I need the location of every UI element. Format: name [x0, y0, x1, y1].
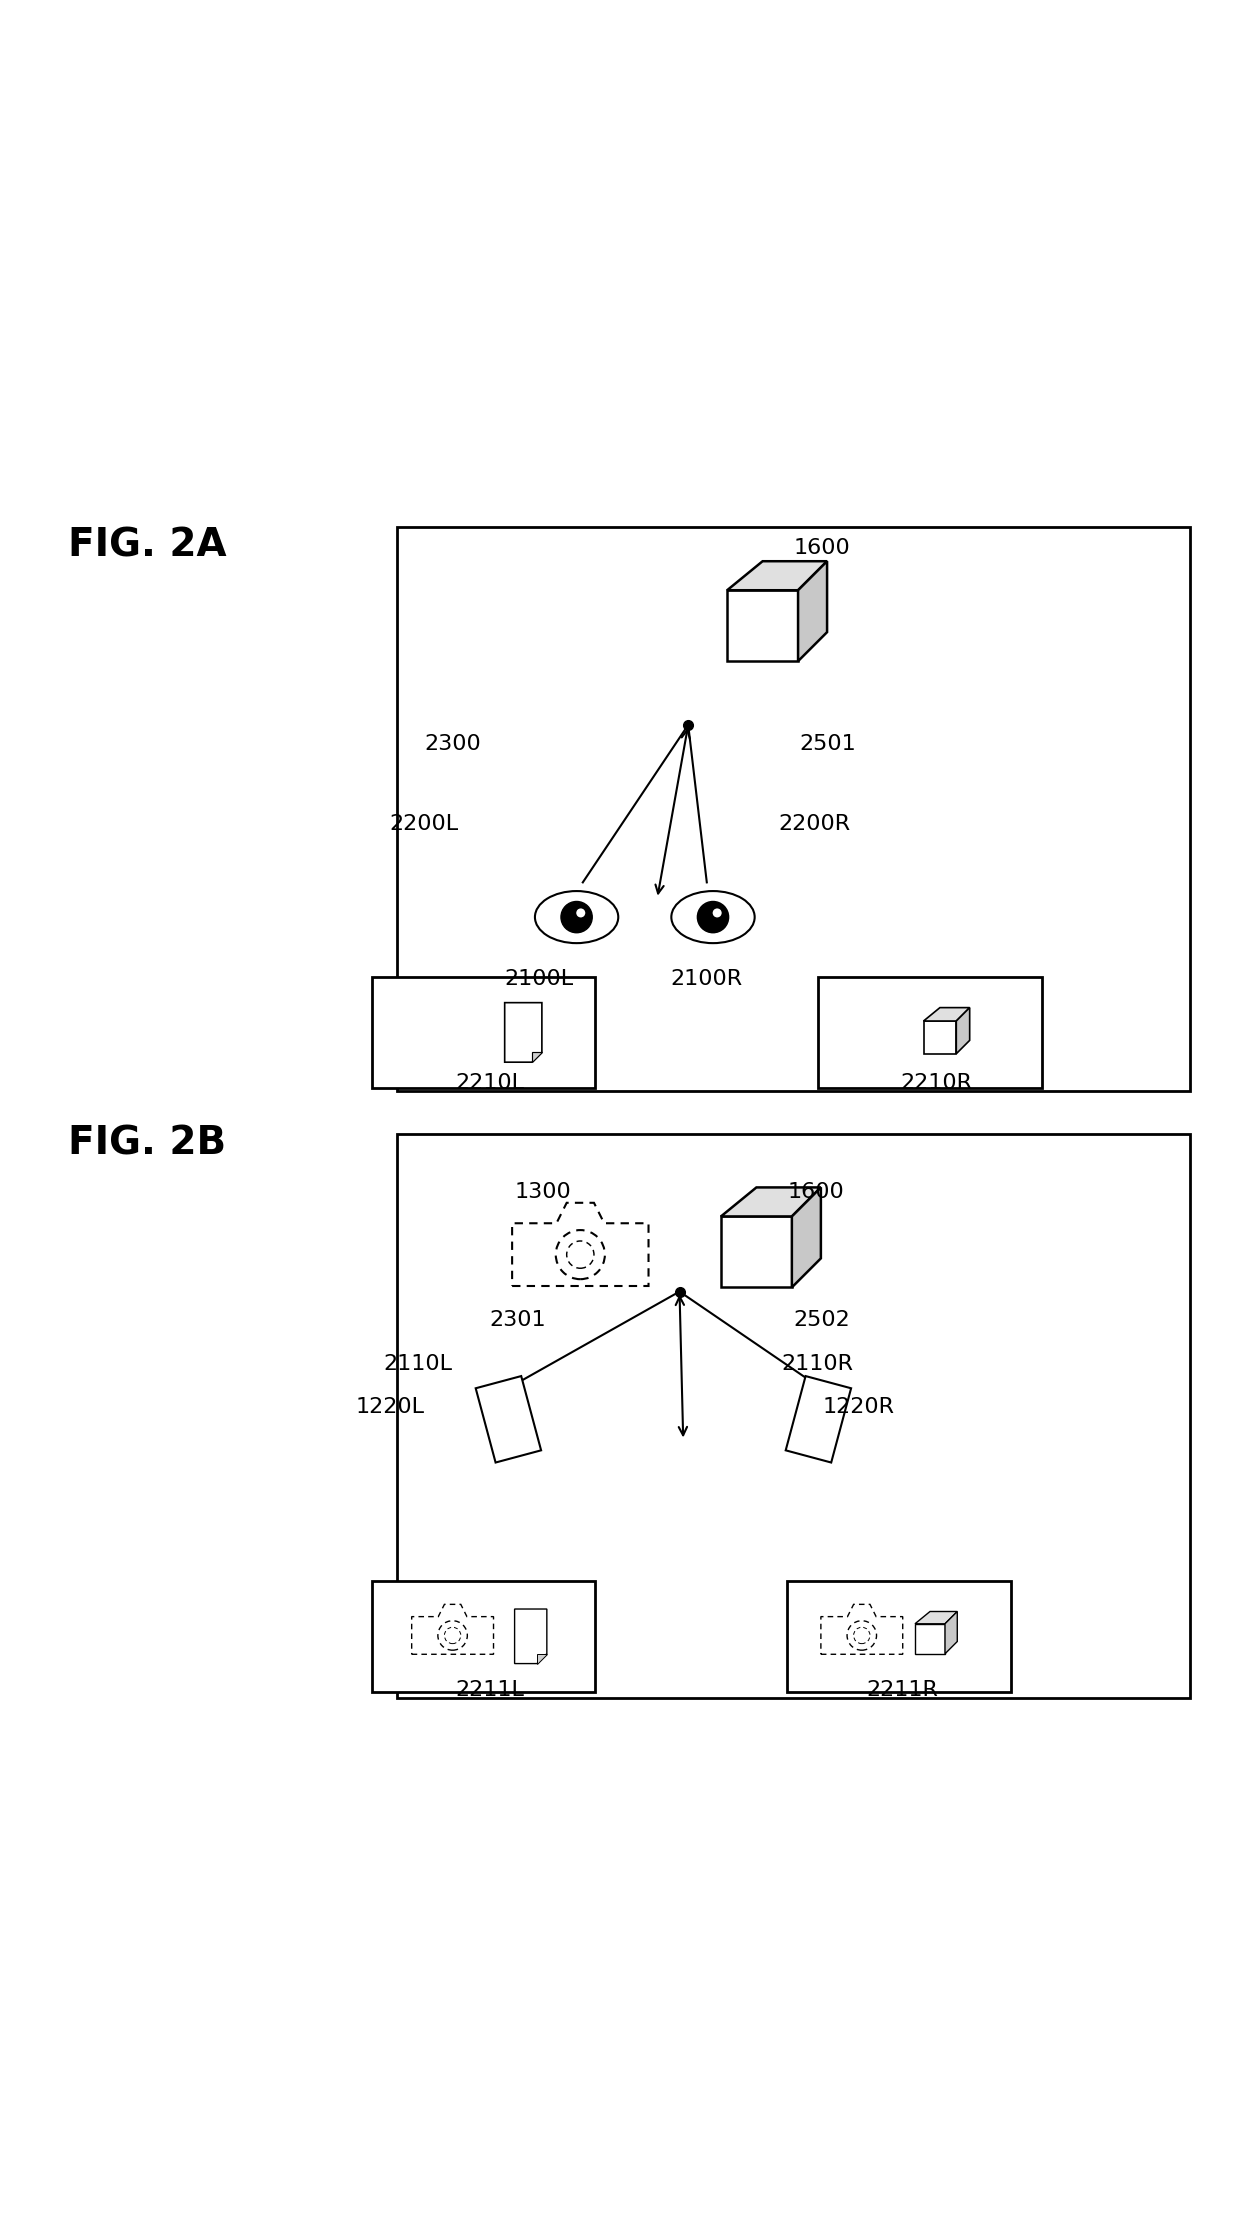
Circle shape [697, 901, 729, 933]
Polygon shape [915, 1611, 957, 1624]
Text: FIG. 2B: FIG. 2B [68, 1124, 227, 1162]
Polygon shape [956, 1008, 970, 1053]
Text: 2100L: 2100L [505, 968, 574, 988]
Polygon shape [720, 1187, 821, 1216]
Circle shape [444, 1626, 461, 1644]
Text: 1600: 1600 [794, 538, 851, 558]
Bar [372, 1580, 595, 1691]
Polygon shape [915, 1624, 945, 1653]
Bar [397, 1133, 1190, 1698]
Polygon shape [727, 562, 827, 591]
Circle shape [567, 1240, 594, 1267]
Polygon shape [821, 1604, 903, 1653]
Bar [372, 977, 595, 1089]
Bar [787, 1580, 1011, 1691]
Polygon shape [532, 1053, 542, 1062]
Text: 2200L: 2200L [389, 814, 459, 834]
Bar [397, 527, 1190, 1091]
Text: 2501: 2501 [800, 734, 857, 754]
Text: 2301: 2301 [489, 1310, 546, 1330]
Polygon shape [412, 1604, 494, 1653]
Text: FIG. 2A: FIG. 2A [68, 527, 227, 564]
Polygon shape [924, 1008, 970, 1022]
Circle shape [853, 1626, 870, 1644]
Text: 2110R: 2110R [781, 1354, 853, 1374]
Text: 2210R: 2210R [900, 1073, 972, 1093]
Polygon shape [476, 1377, 541, 1464]
Polygon shape [512, 1203, 649, 1285]
Polygon shape [720, 1216, 792, 1287]
Circle shape [847, 1620, 877, 1651]
Circle shape [556, 1229, 605, 1278]
Polygon shape [727, 591, 799, 660]
Polygon shape [786, 1377, 851, 1464]
Polygon shape [945, 1611, 957, 1653]
Polygon shape [515, 1609, 547, 1664]
Ellipse shape [534, 890, 619, 944]
Text: 2211R: 2211R [867, 1680, 939, 1700]
Polygon shape [799, 562, 827, 660]
Text: 1220R: 1220R [822, 1397, 894, 1417]
Text: 2200R: 2200R [779, 814, 851, 834]
Circle shape [560, 901, 593, 933]
Polygon shape [792, 1187, 821, 1287]
Polygon shape [924, 1022, 956, 1053]
Circle shape [577, 908, 585, 917]
Text: 2211L: 2211L [455, 1680, 525, 1700]
Circle shape [713, 908, 722, 917]
Text: 1300: 1300 [515, 1182, 572, 1203]
Polygon shape [537, 1653, 547, 1664]
Text: 1220L: 1220L [355, 1397, 424, 1417]
Text: 1600: 1600 [787, 1182, 844, 1203]
Text: 2110L: 2110L [383, 1354, 453, 1374]
Bar [818, 977, 1042, 1089]
Text: 2210L: 2210L [455, 1073, 525, 1093]
Polygon shape [505, 1002, 542, 1062]
Text: 2300: 2300 [424, 734, 481, 754]
Text: 2502: 2502 [794, 1310, 851, 1330]
Text: 2100R: 2100R [671, 968, 743, 988]
Circle shape [438, 1620, 467, 1651]
Ellipse shape [671, 890, 755, 944]
